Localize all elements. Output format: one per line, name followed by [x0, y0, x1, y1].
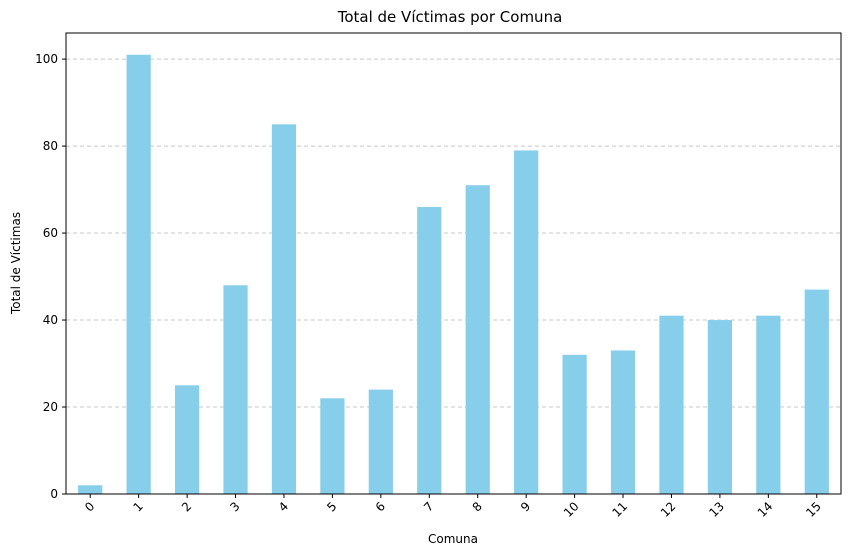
y-tick-label: 40: [43, 313, 58, 327]
x-tick-label: 8: [470, 499, 485, 514]
x-tick-label: 7: [421, 499, 436, 514]
y-axis-ticks: 0 20 40 60 80 100: [35, 52, 66, 501]
bar-comuna-11: [610, 350, 636, 494]
x-tick-label: 0: [82, 499, 97, 514]
x-tick-label: 5: [324, 499, 339, 514]
x-tick-label: 15: [803, 499, 824, 520]
bar-comuna-8: [465, 185, 490, 494]
bar-comuna-0: [78, 485, 103, 494]
x-tick-label: 10: [561, 499, 582, 520]
bar-comuna-6: [368, 389, 393, 494]
bar-comuna-10: [562, 354, 587, 494]
y-tick-label: 100: [35, 52, 58, 66]
y-tick-label: 60: [43, 226, 58, 240]
bar-comuna-15: [804, 289, 829, 494]
y-tick-label: 0: [50, 487, 58, 501]
bar-comuna-2: [174, 385, 200, 494]
chart-title: Total de Víctimas por Comuna: [337, 8, 563, 26]
bar-comuna-1: [126, 54, 151, 495]
bar-comuna-3: [223, 285, 248, 494]
x-tick-label: 14: [755, 499, 776, 520]
y-tick-label: 20: [43, 400, 58, 414]
bar-comuna-9: [514, 150, 539, 494]
x-tick-label: 3: [227, 499, 242, 514]
x-tick-label: 12: [658, 499, 679, 520]
bar-comuna-14: [756, 315, 781, 494]
bar-comuna-7: [417, 206, 442, 494]
bars: [78, 54, 829, 495]
bar-comuna-13: [707, 320, 733, 494]
x-axis-ticks: 0 1 2 3 4 5 6 7 8 9 10 11 12 13 14 15: [82, 494, 824, 520]
x-tick-label: 2: [179, 499, 194, 514]
x-tick-label: 1: [130, 499, 145, 514]
bar-comuna-12: [659, 315, 684, 494]
bar-comuna-4: [271, 124, 297, 494]
y-tick-label: 80: [43, 139, 58, 153]
x-tick-label: 4: [276, 499, 291, 514]
y-axis-label: Total de Víctimas: [9, 212, 23, 315]
x-tick-label: 11: [609, 499, 630, 520]
x-tick-label: 6: [373, 499, 388, 514]
x-tick-label: 9: [518, 499, 533, 514]
bar-comuna-5: [320, 398, 345, 494]
plot-frame: [65, 32, 842, 495]
x-tick-label: 13: [706, 499, 727, 520]
x-axis-label: Comuna: [428, 532, 478, 546]
